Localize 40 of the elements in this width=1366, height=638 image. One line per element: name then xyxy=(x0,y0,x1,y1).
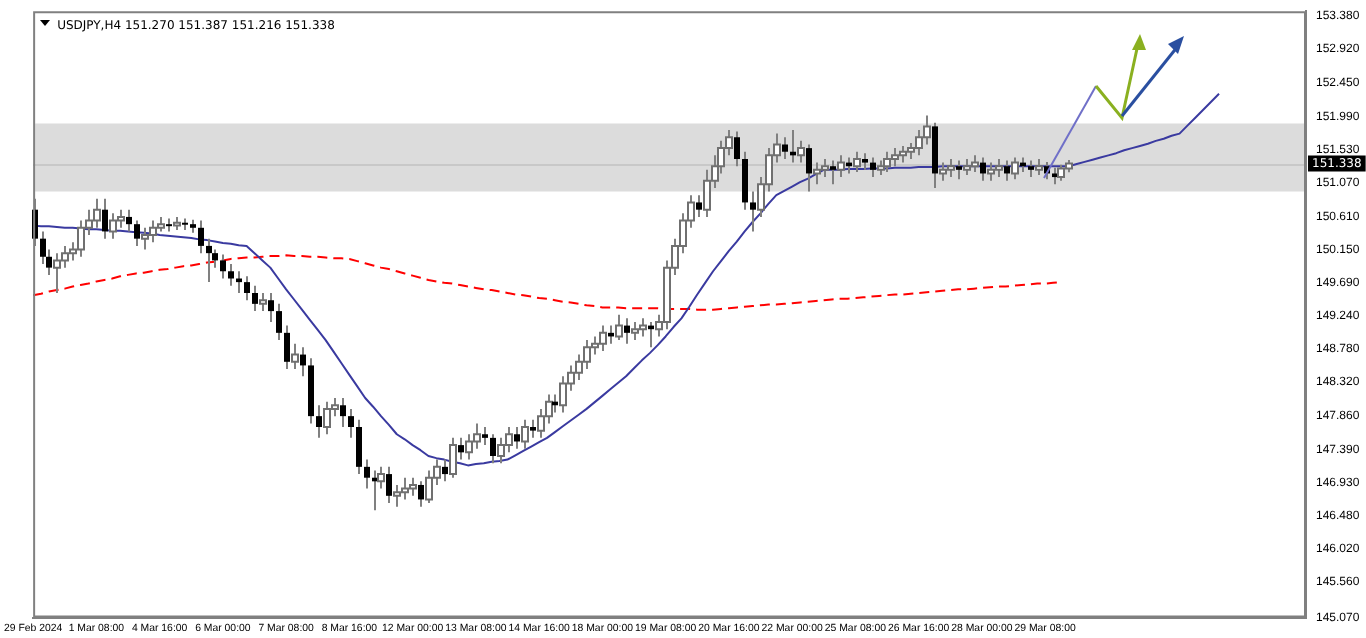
candlestick xyxy=(830,159,836,186)
candlestick xyxy=(742,150,748,211)
candlestick xyxy=(244,275,250,302)
candlestick xyxy=(276,302,282,342)
candlestick xyxy=(386,465,392,505)
candlestick xyxy=(980,156,986,182)
candlestick xyxy=(870,156,876,179)
candlestick xyxy=(364,458,370,490)
candlestick xyxy=(418,480,424,508)
candlestick xyxy=(284,324,290,371)
candlestick xyxy=(696,194,702,218)
candlestick xyxy=(252,284,258,313)
candlestick xyxy=(442,458,448,483)
candlestick xyxy=(530,418,536,439)
candlestick xyxy=(458,436,464,461)
candlestick xyxy=(126,208,132,233)
candlestick xyxy=(806,143,812,193)
candlestick xyxy=(750,190,756,233)
candlestick xyxy=(782,136,788,160)
candlestick xyxy=(356,418,362,476)
candlestick xyxy=(348,407,354,439)
candlestick xyxy=(932,121,938,189)
candlestick xyxy=(198,219,204,255)
candlestick xyxy=(206,237,212,284)
candlestick xyxy=(490,433,496,465)
candlestick xyxy=(734,130,740,168)
candlestick xyxy=(220,253,226,280)
candlestick xyxy=(482,426,488,447)
candlestick xyxy=(624,317,630,345)
candlestick xyxy=(514,426,520,450)
candlestick xyxy=(102,197,108,240)
candlestick xyxy=(1004,159,1010,182)
line-series xyxy=(32,254,1062,311)
candlestick xyxy=(956,159,962,181)
candlestick xyxy=(340,397,346,428)
candlestick xyxy=(268,291,274,323)
candlestick xyxy=(316,404,322,439)
candlestick xyxy=(300,346,306,378)
candlestick xyxy=(228,263,234,287)
candlestick xyxy=(134,219,140,247)
